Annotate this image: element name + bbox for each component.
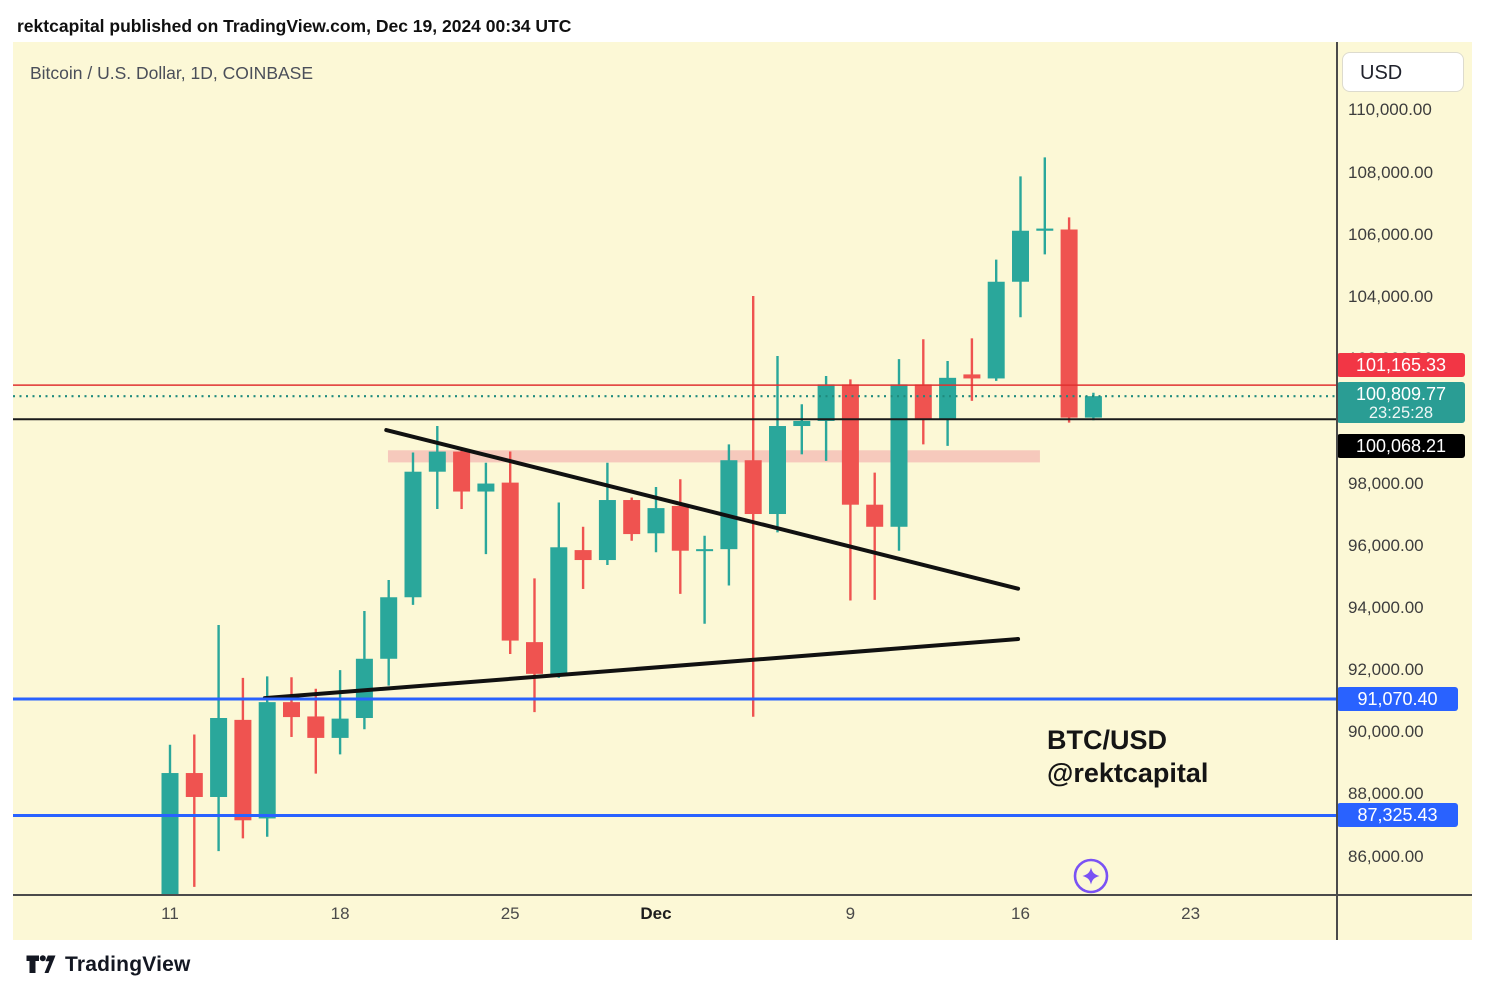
sparkle-icon <box>1073 858 1109 894</box>
candle-nov-25 <box>501 451 519 654</box>
currency-button[interactable]: USD <box>1342 52 1464 92</box>
trendline-1 <box>384 428 1021 591</box>
candle-dec-13 <box>939 361 957 446</box>
candle-dec-9 <box>841 379 859 601</box>
candle-nov-29 <box>598 462 616 566</box>
chart-panel: Bitcoin / U.S. Dollar, 1D, COINBASE BTC/… <box>13 42 1472 940</box>
candle-dec-17 <box>1036 157 1054 255</box>
x-tick-label-9: 9 <box>845 904 856 923</box>
price-label-current: 100,809.77 23:25:28 <box>1337 382 1465 424</box>
candle-dec-10 <box>866 472 884 600</box>
brand-name[interactable]: TradingView <box>65 953 191 976</box>
y-tick-label: 108,000.00 <box>1348 162 1434 182</box>
y-tick-label: 98,000.00 <box>1348 473 1424 493</box>
watermark: BTC/USD @rektcapital <box>1047 724 1208 790</box>
candle-dec-18 <box>1060 217 1078 423</box>
y-tick-label: 104,000.00 <box>1348 286 1434 306</box>
candle-dec-16 <box>1012 176 1029 318</box>
price-label-level-1: 91,070.40 <box>1337 686 1458 711</box>
y-tick-label: 92,000.00 <box>1348 660 1424 680</box>
footer: TradingView <box>26 952 191 978</box>
candle-nov-21 <box>404 452 422 605</box>
candlestick-plot[interactable] <box>13 42 1336 894</box>
x-tick-label-25: 25 <box>500 904 520 923</box>
supply-zone <box>387 450 1040 463</box>
candle-dec-7 <box>793 404 811 455</box>
candle-nov-30 <box>623 497 641 541</box>
candle-dec-19 <box>1084 392 1102 421</box>
candle-dec-15 <box>987 259 1005 381</box>
watermark-handle: @rektcapital <box>1047 758 1209 788</box>
symbol-title: Bitcoin / U.S. Dollar, 1D, COINBASE <box>30 63 314 83</box>
candle-nov-18 <box>331 670 349 755</box>
candle-nov-14 <box>234 677 252 839</box>
candle-dec-3 <box>696 535 714 624</box>
candle-nov-16 <box>283 677 300 737</box>
x-tick-label-16: 16 <box>1011 904 1030 923</box>
candle-nov-11 <box>161 744 179 894</box>
candle-nov-17 <box>307 688 325 774</box>
candle-nov-28 <box>574 526 592 589</box>
candle-nov-22 <box>428 426 446 510</box>
candle-nov-19 <box>355 611 373 730</box>
price-label-ray: 100,068.21 <box>1337 433 1465 458</box>
y-tick-label: 106,000.00 <box>1348 224 1434 244</box>
x-tick-label-dec: Dec <box>640 904 672 923</box>
trendline-2 <box>262 637 1021 701</box>
x-tick-label-18: 18 <box>330 904 350 923</box>
tradingview-logo-icon[interactable] <box>26 952 56 978</box>
candle-nov-24 <box>477 462 495 555</box>
candle-dec-6 <box>769 356 786 533</box>
candle-nov-12 <box>185 734 203 887</box>
y-tick-label: 90,000.00 <box>1348 722 1424 742</box>
attribution-text: rektcapital published on TradingView.com… <box>17 16 572 36</box>
x-tick-label-23: 23 <box>1181 904 1201 923</box>
candle-dec-11 <box>890 359 908 551</box>
candle-nov-20 <box>380 579 398 686</box>
x-tick-label-11: 11 <box>161 904 179 923</box>
time-axis-separator <box>13 894 1472 896</box>
price-label-level-2: 87,325.43 <box>1337 802 1458 827</box>
candle-dec-2 <box>671 479 689 594</box>
price-label-alert: 101,165.33 <box>1337 353 1465 378</box>
candle-dec-12 <box>914 339 932 445</box>
candle-nov-13 <box>210 625 228 852</box>
y-tick-label: 88,000.00 <box>1348 784 1424 804</box>
candle-dec-14 <box>963 338 981 401</box>
candle-nov-15 <box>258 676 276 837</box>
candle-nov-26 <box>526 578 543 713</box>
candle-nov-27 <box>550 502 568 678</box>
y-tick-label: 96,000.00 <box>1348 535 1424 555</box>
y-tick-label: 86,000.00 <box>1348 846 1424 866</box>
candle-nov-23 <box>453 449 471 510</box>
watermark-symbol: BTC/USD <box>1047 725 1167 755</box>
price-axis-separator <box>1336 42 1338 940</box>
candle-dec-5 <box>744 296 762 717</box>
y-tick-label: 110,000.00 <box>1348 100 1432 120</box>
y-tick-label: 94,000.00 <box>1348 597 1424 617</box>
